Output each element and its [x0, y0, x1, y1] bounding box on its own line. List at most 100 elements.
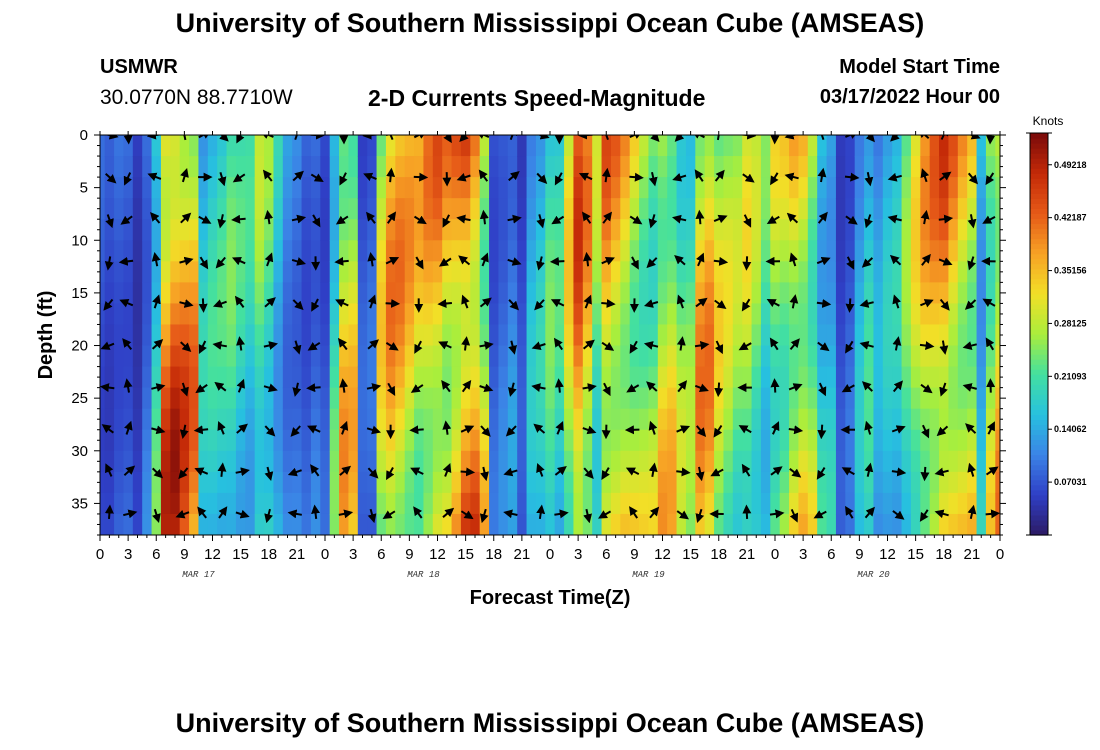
current-vector [415, 256, 424, 270]
speed-cell [142, 219, 153, 241]
speed-cell [114, 261, 125, 283]
speed-cell [189, 219, 200, 241]
x-tick-label: 18 [710, 546, 727, 563]
speed-cell [404, 366, 415, 389]
speed-cell [817, 492, 828, 515]
speed-column [507, 135, 518, 535]
speed-cell [695, 219, 706, 241]
speed-cell [873, 156, 884, 178]
current-vector [710, 468, 724, 477]
speed-cell [629, 450, 640, 473]
speed-cell [714, 261, 725, 283]
current-vector [714, 135, 724, 141]
speed-cell [507, 429, 518, 452]
speed-cell [151, 345, 162, 368]
speed-cell [367, 198, 378, 220]
speed-cell [100, 492, 106, 515]
current-vector [180, 167, 189, 183]
speed-cell [882, 261, 893, 283]
speed-cell [582, 156, 593, 178]
speed-cell [160, 198, 171, 220]
speed-cell [526, 492, 537, 515]
speed-cell [826, 450, 837, 473]
speed-cell [610, 240, 621, 262]
speed-cell [573, 450, 584, 473]
speed-cell [273, 366, 284, 389]
speed-cell [442, 450, 453, 473]
speed-cell [273, 156, 284, 178]
current-vector [784, 135, 798, 140]
current-vector [771, 421, 780, 435]
speed-cell [789, 492, 800, 515]
speed-cell [967, 135, 978, 157]
speed-cell [601, 492, 612, 515]
speed-cell [601, 198, 612, 220]
speed-cell [601, 219, 612, 241]
speed-cell [835, 156, 846, 178]
speed-column [376, 135, 387, 535]
speed-cell [207, 492, 218, 515]
speed-cell [564, 303, 575, 326]
speed-cell [873, 135, 884, 157]
speed-cell [254, 219, 265, 241]
speed-cell [948, 240, 959, 262]
speed-cell [610, 513, 621, 535]
current-vector [555, 420, 564, 435]
speed-cell [854, 492, 865, 515]
speed-cell [967, 471, 978, 494]
speed-cell [929, 135, 940, 157]
speed-cell [142, 429, 153, 452]
current-vector [817, 167, 827, 183]
current-vector [713, 424, 723, 438]
speed-cell [995, 282, 1000, 305]
current-vector [890, 135, 900, 142]
current-vector [212, 340, 227, 350]
speed-cell [404, 177, 415, 199]
speed-cell [160, 135, 171, 157]
speed-cell [254, 261, 265, 283]
speed-cell [573, 429, 584, 452]
speed-cell [957, 219, 968, 241]
speed-cell [845, 492, 856, 515]
speed-cell [301, 513, 312, 535]
speed-cell [535, 240, 546, 262]
speed-column [100, 135, 106, 535]
speed-cell [610, 303, 621, 326]
speed-cell [657, 324, 668, 347]
speed-cell [948, 387, 959, 410]
current-vector [508, 382, 517, 397]
speed-cell [292, 219, 303, 241]
current-vector [442, 463, 452, 477]
speed-cell [995, 219, 1000, 241]
speed-cell [620, 492, 631, 515]
speed-cell [254, 513, 265, 535]
speed-cell [892, 261, 903, 283]
speed-cell [882, 513, 893, 535]
speed-cell [957, 156, 968, 178]
speed-cell [489, 429, 500, 452]
speed-cell [545, 324, 556, 347]
speed-cell [100, 303, 106, 326]
speed-cell [310, 261, 321, 283]
speed-cell [714, 513, 725, 535]
speed-cell [751, 135, 762, 157]
speed-cell [254, 282, 265, 305]
speed-cell [573, 282, 584, 305]
speed-cell [760, 366, 771, 389]
speed-cell [592, 366, 603, 389]
current-vector [939, 340, 949, 355]
speed-cell [573, 198, 584, 220]
speed-cell [160, 513, 171, 535]
speed-cell [910, 366, 921, 389]
speed-cell [798, 492, 809, 515]
current-vector [335, 299, 349, 308]
speed-cell [245, 408, 256, 431]
speed-cell [648, 261, 659, 283]
speed-column [695, 135, 706, 535]
speed-cell [639, 177, 650, 199]
speed-cell [339, 303, 350, 326]
speed-cell [995, 513, 1000, 535]
speed-cell [442, 324, 453, 347]
speed-cell [414, 366, 425, 389]
speed-cell [695, 471, 706, 494]
